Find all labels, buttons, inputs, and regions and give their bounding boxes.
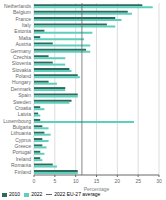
svg-text:Hungary: Hungary bbox=[12, 79, 31, 85]
svg-text:Austria: Austria bbox=[15, 41, 31, 47]
svg-text:Belgium: Belgium bbox=[13, 9, 31, 15]
svg-text:Netherlands: Netherlands bbox=[8, 3, 31, 9]
svg-text:Sweden: Sweden bbox=[13, 99, 31, 105]
svg-text:Latvia: Latvia bbox=[18, 111, 32, 117]
svg-text:Denmark: Denmark bbox=[11, 86, 32, 92]
svg-text:5: 5 bbox=[53, 178, 56, 184]
svg-text:0: 0 bbox=[33, 178, 36, 184]
html-text:2022 EU-27 average: 2022 EU-27 average bbox=[54, 191, 101, 197]
svg-text:20: 20 bbox=[115, 178, 121, 184]
svg-text:Bulgaria: Bulgaria bbox=[13, 124, 32, 130]
svg-text:Greece: Greece bbox=[15, 143, 32, 149]
svg-text:Slovakia: Slovakia bbox=[12, 67, 31, 73]
svg-text:Romania: Romania bbox=[11, 162, 31, 168]
svg-text:Malta: Malta bbox=[19, 35, 31, 41]
svg-text:Italy: Italy bbox=[22, 22, 32, 28]
svg-text:Czechia: Czechia bbox=[13, 54, 31, 60]
svg-text:Portugal: Portugal bbox=[12, 149, 31, 155]
svg-text:Lithuania: Lithuania bbox=[11, 130, 32, 136]
svg-text:Spain: Spain bbox=[18, 92, 31, 98]
html-text:2010: 2010 bbox=[9, 191, 21, 197]
svg-text:30: 30 bbox=[156, 178, 158, 184]
svg-text:Ireland: Ireland bbox=[16, 156, 32, 162]
html-text:2022: 2022 bbox=[31, 191, 43, 197]
svg-text:Poland: Poland bbox=[15, 73, 31, 79]
svg-text:Percentage: Percentage bbox=[84, 186, 110, 192]
svg-text:Slovenia: Slovenia bbox=[12, 60, 31, 66]
svg-text:Croatia: Croatia bbox=[15, 105, 31, 111]
svg-text:Cyprus: Cyprus bbox=[15, 137, 31, 143]
svg-text:25: 25 bbox=[135, 178, 141, 184]
svg-text:15: 15 bbox=[94, 178, 100, 184]
svg-text:10: 10 bbox=[73, 178, 79, 184]
svg-text:France: France bbox=[15, 16, 31, 22]
svg-text:Estonia: Estonia bbox=[14, 28, 31, 34]
svg-text:Germany: Germany bbox=[10, 48, 31, 54]
svg-text:Luxembourg: Luxembourg bbox=[8, 118, 31, 124]
svg-text:Finland: Finland bbox=[15, 169, 32, 175]
